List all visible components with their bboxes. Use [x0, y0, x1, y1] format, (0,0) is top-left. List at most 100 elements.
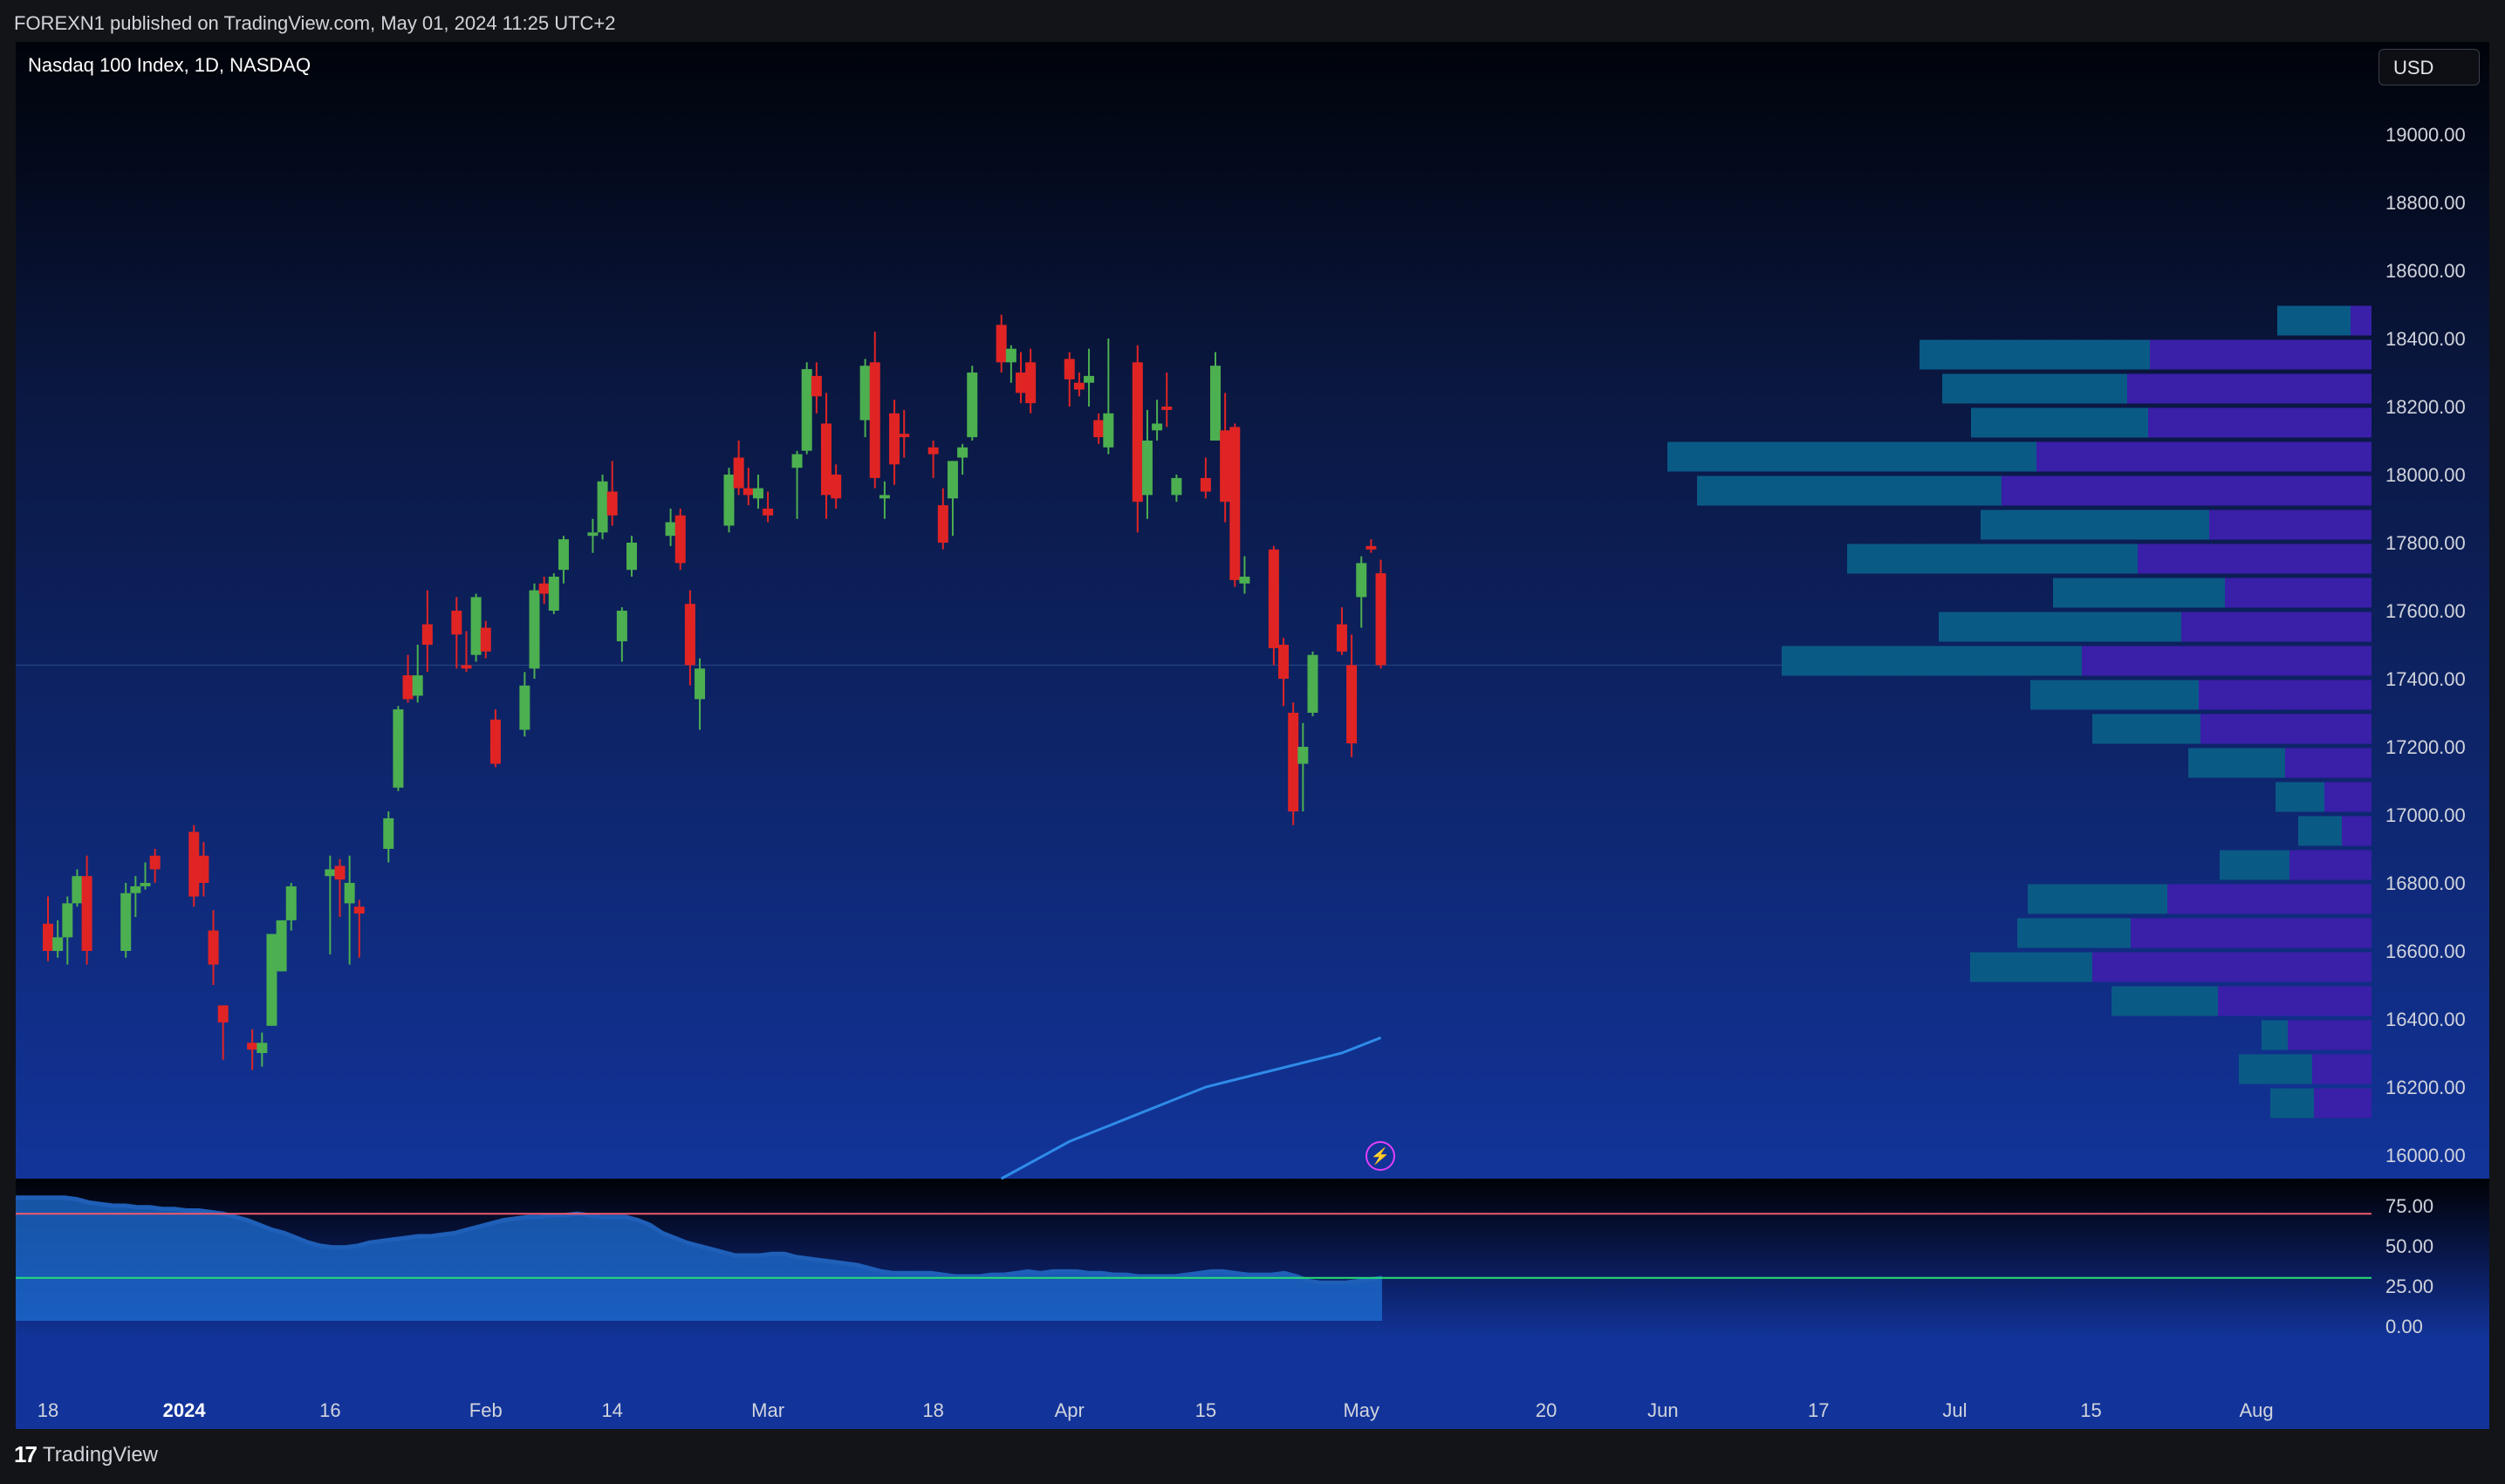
candle-body	[587, 532, 599, 537]
candle-body	[480, 627, 491, 652]
price-tick-label: 18600.00	[2385, 260, 2466, 282]
volume-profile-bar-left	[2220, 850, 2289, 880]
candle-body	[130, 886, 141, 893]
candle-body	[1200, 477, 1211, 492]
oscillator-tick-label: 50.00	[2385, 1235, 2434, 1257]
candle-body	[72, 876, 83, 904]
tradingview-logo-icon: 17	[14, 1441, 38, 1467]
candle-body	[831, 475, 842, 499]
chart-frame[interactable]: Nasdaq 100 Index, 1D, NASDAQ USD 19000.0…	[16, 42, 2489, 1429]
candle-body	[257, 1043, 268, 1053]
candle-body	[733, 457, 744, 489]
volume-profile-bar-left	[1970, 952, 2092, 982]
candle-body	[1375, 573, 1386, 666]
volume-profile-bar-right	[2150, 339, 2372, 370]
candle-body	[461, 665, 472, 669]
candle-body	[1346, 665, 1358, 744]
candle-body	[558, 539, 569, 571]
volume-profile-bar-left	[2298, 816, 2342, 846]
volume-profile-bar-left	[2017, 918, 2131, 948]
candle-body	[869, 362, 880, 478]
candle-body	[1307, 654, 1318, 713]
candle-body	[1239, 577, 1250, 584]
volume-profile-bar-right	[2314, 1088, 2372, 1118]
volume-profile-bar-right	[2312, 1054, 2372, 1084]
volume-profile-bar-right	[2285, 748, 2372, 778]
candle-body	[548, 577, 559, 611]
time-tick-label: May	[1343, 1399, 1380, 1421]
volume-profile-bar-right	[2131, 918, 2372, 948]
volume-profile-bar-left	[1939, 612, 2181, 642]
candle-body	[1073, 382, 1085, 390]
volume-profile-bar-left	[2028, 884, 2167, 914]
candle-body	[684, 604, 695, 666]
price-tick-label: 19000.00	[2385, 124, 2466, 146]
brand-name: TradingView	[42, 1442, 158, 1467]
candle-body	[421, 624, 433, 645]
candle-body	[1093, 420, 1105, 438]
currency-button[interactable]: USD	[2378, 49, 2480, 85]
time-tick-label: 15	[2080, 1399, 2102, 1421]
volume-profile-bar-right	[2351, 305, 2372, 336]
candle-body	[743, 488, 754, 496]
candle-body	[957, 447, 968, 458]
volume-profile-bar-right	[2199, 680, 2372, 710]
price-tick-label: 17400.00	[2385, 668, 2466, 690]
candle-body	[149, 855, 161, 870]
candle-body	[402, 675, 414, 700]
candle-body	[393, 709, 404, 788]
candle-body	[1064, 359, 1075, 380]
volume-profile-bar-left	[2092, 714, 2200, 744]
candle-body	[927, 447, 939, 455]
time-tick-label: 20	[1535, 1399, 1557, 1421]
oscillator-tick-label: 75.00	[2385, 1195, 2434, 1217]
candle-body	[752, 488, 763, 499]
candle-body	[62, 903, 73, 938]
price-tick-label: 18400.00	[2385, 328, 2466, 350]
candle-body	[665, 522, 676, 537]
candle-body	[967, 373, 978, 438]
volume-profile-bar-left	[2111, 986, 2218, 1016]
candle-body	[1210, 366, 1221, 441]
volume-profile-bar-left	[2270, 1088, 2314, 1118]
time-tick-label: 18	[37, 1399, 59, 1421]
moving-average-line	[1000, 1036, 1382, 1180]
time-tick-label: Mar	[751, 1399, 785, 1421]
volume-profile-bar-left	[1942, 373, 2127, 404]
candle-body	[1025, 362, 1037, 404]
candle-body	[801, 369, 812, 451]
candle-body	[811, 375, 822, 397]
volume-profile-bar-left	[2188, 748, 2285, 778]
candle-body	[285, 886, 297, 920]
volume-profile-bar-right	[2002, 475, 2372, 506]
candle-body	[763, 509, 774, 516]
lightning-icon[interactable]: ⚡	[1365, 1141, 1395, 1171]
price-tick-label: 18200.00	[2385, 396, 2466, 418]
candle-body	[1161, 407, 1173, 410]
candle-body	[899, 434, 910, 438]
price-tick-label: 16400.00	[2385, 1009, 2466, 1030]
candle-body	[723, 475, 735, 526]
candle-body	[412, 675, 423, 696]
candle-body	[519, 685, 530, 730]
candle-body	[1229, 427, 1241, 580]
volume-profile-bar-left	[1847, 544, 2138, 574]
symbol-title: Nasdaq 100 Index, 1D, NASDAQ	[28, 54, 311, 76]
oscillator-tick-label: 25.00	[2385, 1275, 2434, 1297]
volume-profile-bar-right	[2218, 986, 2372, 1016]
volume-profile-bar-right	[2036, 441, 2372, 472]
candle-body	[43, 923, 53, 951]
time-tick-label: 16	[319, 1399, 341, 1421]
candle-body	[266, 933, 277, 1026]
time-tick-label: Jun	[1647, 1399, 1679, 1421]
chart-plot[interactable]	[16, 42, 2489, 1429]
candle-body	[198, 855, 209, 883]
candle-body	[383, 817, 394, 849]
candle-body	[52, 937, 64, 951]
volume-profile-bar-left	[1782, 646, 2082, 676]
candle-body	[120, 892, 132, 951]
volume-profile-bar-left	[2276, 782, 2324, 812]
time-tick-label: 17	[1808, 1399, 1830, 1421]
volume-profile-bar-right	[2127, 373, 2372, 404]
candle-body	[695, 668, 706, 700]
